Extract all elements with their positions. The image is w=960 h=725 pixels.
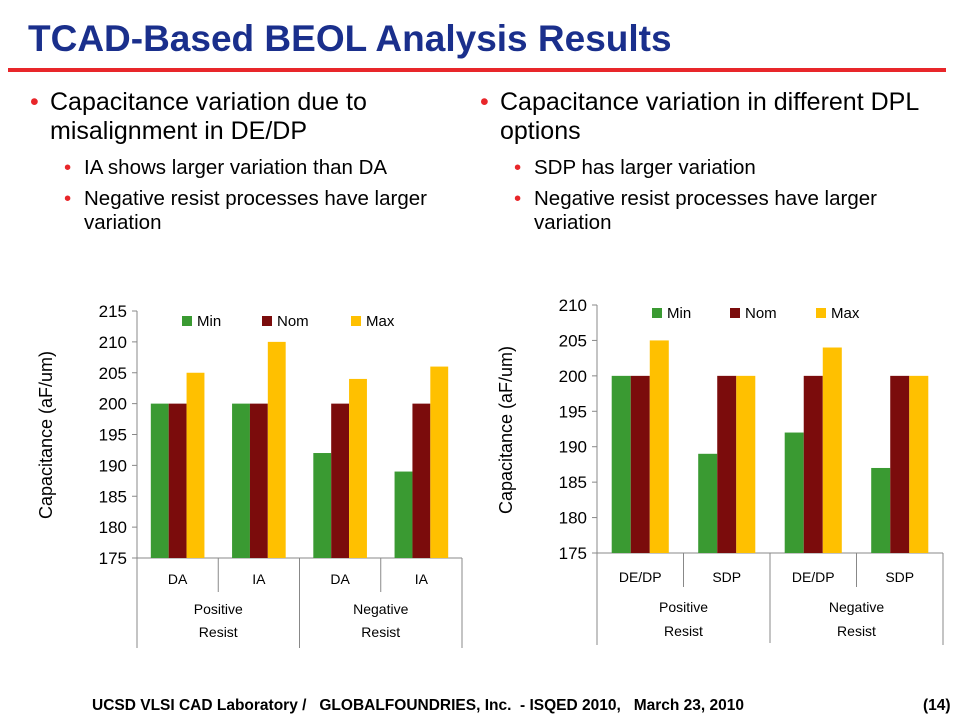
- bar-min-2: [784, 432, 804, 553]
- y-axis-label: Capacitance (aF/um): [496, 346, 516, 514]
- slide-title: TCAD-Based BEOL Analysis Results: [28, 18, 672, 59]
- x-category-label: SDP: [712, 569, 741, 585]
- bar-max-0: [186, 372, 205, 558]
- y-tick-label: 210: [559, 296, 587, 315]
- bullet-dot: •: [514, 187, 522, 210]
- left-sub-bullet-2: • Negative resist processes have larger …: [60, 187, 470, 235]
- y-tick-label: 175: [99, 549, 127, 568]
- y-tick-label: 185: [559, 473, 587, 492]
- x-group-label: Resist: [199, 624, 238, 640]
- bar-min-2: [313, 453, 332, 558]
- y-tick-label: 180: [99, 518, 127, 537]
- bar-nom-2: [331, 403, 350, 558]
- legend-label-max: Max: [831, 305, 860, 322]
- bar-min-3: [871, 467, 891, 553]
- x-category-label: DE/DP: [619, 569, 662, 585]
- bar-max-1: [267, 341, 286, 558]
- right-sub-bullet-2: • Negative resist processes have larger …: [510, 187, 950, 235]
- bar-max-3: [430, 366, 449, 558]
- x-group-label: Resist: [837, 623, 876, 639]
- bullet-dot: •: [30, 88, 39, 116]
- x-group-label: Negative: [829, 599, 884, 615]
- bar-nom-0: [630, 375, 650, 553]
- x-category-label: IA: [252, 571, 266, 587]
- bar-nom-3: [890, 375, 910, 553]
- x-category-label: DA: [168, 571, 188, 587]
- x-category-label: SDP: [885, 569, 914, 585]
- page-number: (14): [923, 697, 951, 714]
- chart-misalignment: 175 180 185 190 195 200 205 210 215 Capacitance (…: [36, 302, 463, 648]
- bar-min-1: [232, 403, 250, 558]
- x-category-label: DE/DP: [792, 569, 835, 585]
- right-column: • Capacitance variation in different DPL…: [480, 88, 950, 242]
- bullet-dot: •: [64, 156, 72, 179]
- y-tick-label: 190: [99, 456, 127, 475]
- y-tick-label: 210: [99, 333, 127, 352]
- footer-text: UCSD VLSI CAD Laboratory / GLOBALFOUNDRI…: [92, 697, 745, 714]
- x-group-label: Resist: [361, 624, 400, 640]
- legend-label-nom: Nom: [277, 313, 309, 330]
- right-main-bullet: • Capacitance variation in different DPL…: [480, 88, 950, 146]
- y-tick-label: 205: [559, 331, 587, 350]
- left-main-bullet: • Capacitance variation due to misalignm…: [30, 88, 470, 146]
- x-category-label: IA: [415, 571, 429, 587]
- title-underline: [8, 68, 946, 72]
- bar-nom-2: [803, 375, 823, 553]
- bar-nom-1: [249, 403, 268, 558]
- y-tick-label: 205: [99, 364, 127, 383]
- x-group-label: Resist: [664, 623, 703, 639]
- bar-max-2: [822, 347, 842, 553]
- bar-min-0: [611, 375, 631, 553]
- legend-swatch-nom: [730, 308, 740, 318]
- bar-min-0: [150, 403, 169, 558]
- x-group-label: Positive: [194, 601, 243, 617]
- y-tick-label: 195: [99, 426, 127, 445]
- bar-max-0: [649, 340, 669, 553]
- legend-swatch-max: [816, 308, 826, 318]
- y-tick-label: 200: [559, 367, 587, 386]
- legend-swatch-nom: [262, 316, 272, 326]
- bar-nom-3: [412, 403, 431, 558]
- bullet-dot: •: [514, 156, 522, 179]
- right-main-bullet-text: Capacitance variation in different DPL o…: [500, 88, 919, 145]
- legend-swatch-max: [351, 316, 361, 326]
- y-tick-label: 175: [559, 544, 587, 563]
- left-sub-bullet-1-text: IA shows larger variation than DA: [84, 156, 388, 179]
- y-tick-label: 215: [99, 302, 127, 321]
- y-tick-label: 185: [99, 487, 127, 506]
- bar-min-1: [698, 453, 718, 553]
- legend-label-nom: Nom: [745, 305, 777, 322]
- bar-max-3: [909, 375, 929, 553]
- right-sub-bullet-1-text: SDP has larger variation: [534, 156, 756, 179]
- legend-swatch-min: [652, 308, 662, 318]
- right-sub-bullet-1: • SDP has larger variation: [510, 156, 950, 180]
- legend-swatch-min: [182, 316, 192, 326]
- y-tick-label: 190: [559, 438, 587, 457]
- x-group-label: Positive: [659, 599, 708, 615]
- y-tick-label: 195: [559, 402, 587, 421]
- legend-label-max: Max: [366, 313, 395, 330]
- left-main-bullet-text: Capacitance variation due to misalignmen…: [50, 88, 367, 145]
- right-sub-bullet-2-text: Negative resist processes have larger va…: [534, 187, 877, 234]
- y-tick-label: 200: [99, 395, 127, 414]
- legend-label-min: Min: [197, 313, 221, 330]
- x-group-label: Negative: [353, 601, 408, 617]
- chart-left-container: 175 180 185 190 195 200 205 210 215 Capacitance (…: [36, 302, 463, 648]
- bullet-dot: •: [480, 88, 489, 116]
- bar-min-3: [394, 471, 413, 558]
- bullet-dot: •: [64, 187, 72, 210]
- left-sub-bullet-1: • IA shows larger variation than DA: [60, 156, 470, 180]
- legend-label-min: Min: [667, 305, 691, 322]
- x-category-label: DA: [330, 571, 350, 587]
- bar-nom-0: [168, 403, 187, 558]
- y-axis-label: Capacitance (aF/um): [36, 351, 56, 519]
- left-column: • Capacitance variation due to misalignm…: [30, 88, 470, 242]
- bar-nom-1: [717, 375, 737, 553]
- bar-max-1: [736, 375, 756, 553]
- bar-max-2: [349, 378, 367, 558]
- y-tick-label: 180: [559, 509, 587, 528]
- left-sub-bullet-2-text: Negative resist processes have larger va…: [84, 187, 427, 234]
